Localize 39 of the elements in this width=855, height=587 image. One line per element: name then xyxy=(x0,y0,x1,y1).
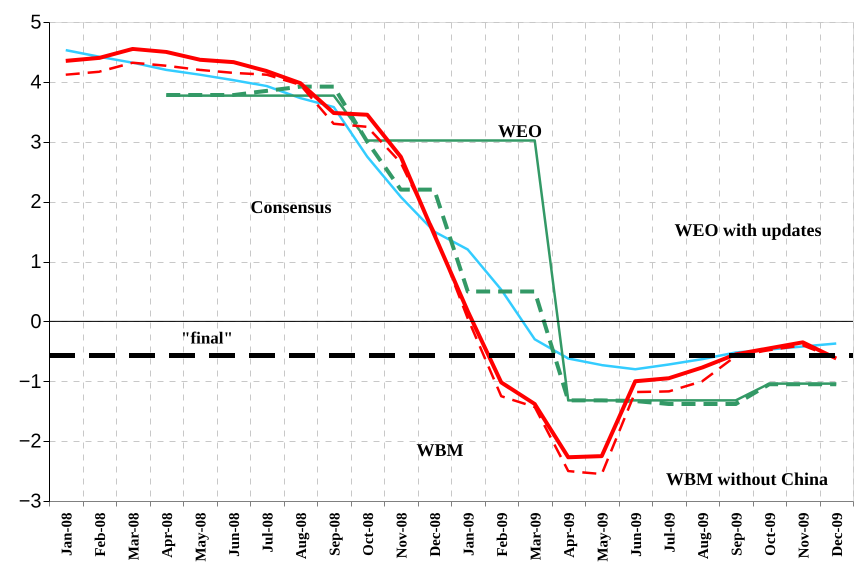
x-tick-label: May-09 xyxy=(595,512,612,562)
annotation: WEO xyxy=(498,121,542,141)
y-tick-label: 2 xyxy=(30,191,42,214)
y-tick-label: −1 xyxy=(18,370,42,393)
x-tick-label: Jun-08 xyxy=(226,512,243,557)
y-tick-label: −3 xyxy=(18,490,42,512)
x-tick-label: Jan-09 xyxy=(461,512,478,556)
ref-line-label: "final" xyxy=(181,328,233,348)
x-tick-label: Sep-08 xyxy=(327,512,344,556)
y-tick-label: 0 xyxy=(30,310,42,333)
annotation: Consensus xyxy=(250,197,332,217)
x-tick-label: Jan-08 xyxy=(59,512,76,556)
x-tick-label: Jun-09 xyxy=(628,512,645,557)
x-tick-label: Nov-09 xyxy=(796,512,812,558)
x-tick-label: Oct-08 xyxy=(360,512,377,556)
x-tick-label: Mar-08 xyxy=(126,512,142,560)
x-tick-label: Apr-09 xyxy=(562,512,578,558)
y-tick-label: 5 xyxy=(30,12,42,34)
x-tick-label: Oct-09 xyxy=(762,512,779,556)
x-tick-label: Aug-09 xyxy=(696,512,712,560)
x-tick-label: Apr-08 xyxy=(160,512,176,558)
x-tick-label: Sep-09 xyxy=(729,512,746,556)
x-tick-label: Mar-09 xyxy=(528,512,544,560)
annotation: WEO with updates xyxy=(674,220,822,240)
x-tick-label: Jul-09 xyxy=(662,512,678,553)
annotation: WBM xyxy=(416,440,464,460)
x-tick-label: Feb-09 xyxy=(494,512,511,557)
x-tick-label: May-08 xyxy=(193,512,210,562)
y-tick-label: 4 xyxy=(30,71,42,94)
x-tick-label: Aug-08 xyxy=(294,512,310,560)
x-tick-label: Dec-08 xyxy=(428,512,444,557)
x-tick-label: Jul-08 xyxy=(260,512,276,553)
x-tick-label: Dec-09 xyxy=(830,512,846,557)
y-tick-label: 1 xyxy=(30,251,42,273)
annotation: WBM without China xyxy=(666,469,828,489)
x-tick-label: Feb-08 xyxy=(92,512,109,557)
x-tick-label: Nov-08 xyxy=(394,512,410,558)
y-tick-label: 3 xyxy=(30,131,42,154)
y-tick-label: −2 xyxy=(18,430,42,453)
